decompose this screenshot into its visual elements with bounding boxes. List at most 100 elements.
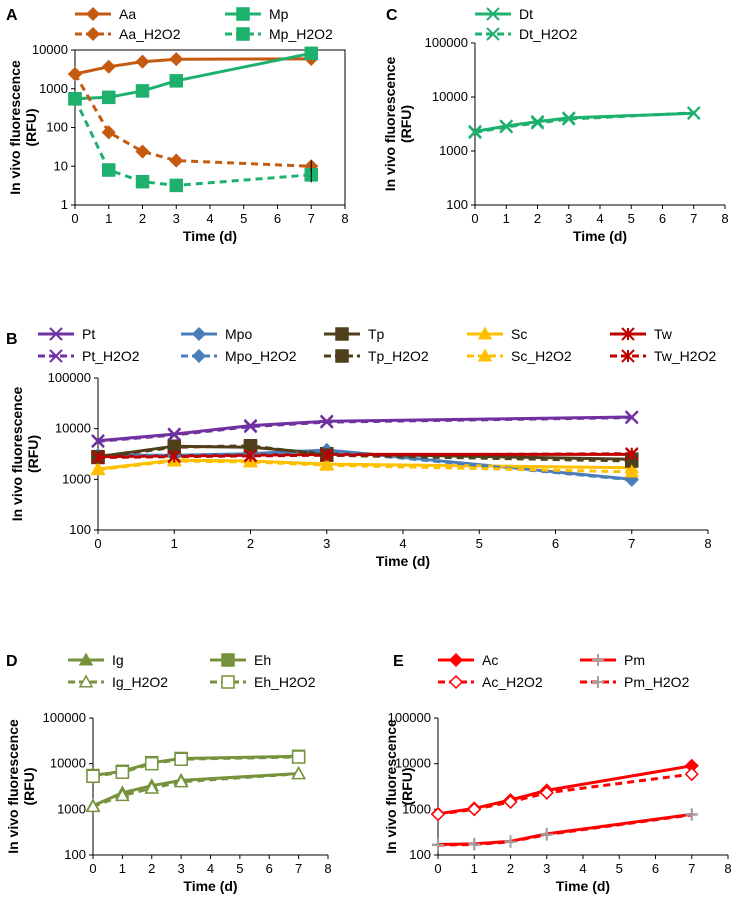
x-tick-label: 7 [295,861,302,876]
x-tick-label: 5 [236,861,243,876]
x-tick-label: 7 [628,536,635,551]
y-tick-label: 1 [61,197,68,212]
series-tw-h2o2 [91,447,639,465]
x-tick-label: 0 [434,861,441,876]
legend-label: Tp [368,326,385,342]
x-tick-label: 7 [688,861,695,876]
panel-c: C 100 1000 10000 100000 0 1 2 3 4 5 6 7 8 Time (d) In v… [382,6,729,244]
x-tick-label: 3 [173,211,180,226]
series-eh-h2o2 [86,750,306,784]
series-mp-h2o2 [68,92,318,193]
x-tick-label: 5 [616,861,623,876]
data-point [135,54,150,69]
legend-label: Mp [269,6,289,22]
legend-label: Mp_H2O2 [269,26,333,42]
y-tick-label: 1000 [439,143,468,158]
x-tick-label: 8 [704,536,711,551]
y-axis-label-line1: In vivo fluorescence [382,56,398,191]
data-point [135,174,150,189]
series-mp [68,46,318,106]
data-point [102,90,116,105]
data-point [684,767,699,782]
legend-label: Ig_H2O2 [112,674,168,690]
data-point [624,464,640,478]
legend-marker [85,26,101,42]
x-tick-label: 4 [207,861,214,876]
x-tick-label: 7 [308,211,315,226]
x-tick-label: 5 [628,211,635,226]
panel-b: B 100 1000 10000 100000 0 1 2 3 4 5 6 7 8 Time (d) In v… [6,326,716,569]
data-point [530,116,545,130]
data-point [135,144,150,159]
legend-label: Sc_H2O2 [511,348,572,364]
panel-label: C [386,7,398,24]
data-point [169,153,184,168]
y-tick-label: 10000 [50,756,86,771]
y-tick-label: 10000 [32,42,68,57]
y-axis-label-line1: In vivo fluorescence [383,719,399,854]
x-tick-label: 6 [552,536,559,551]
y-tick-label: 10000 [395,756,431,771]
y-tick-label: 1000 [39,81,68,96]
legend-marker [221,675,235,689]
x-tick-label: 6 [266,861,273,876]
x-tick-label: 4 [579,861,586,876]
data-point [468,125,482,140]
x-tick-label: 0 [89,861,96,876]
y-tick-label: 100 [446,197,468,212]
data-point [291,750,306,764]
y-axis-label: In vivo fluorescence(RFU) [5,719,37,854]
data-point [687,106,701,120]
data-point [291,766,306,780]
y-tick-label: 10000 [432,89,468,104]
data-point [503,794,518,810]
y-axis-label: In vivo fluorescence(RFU) [7,60,39,195]
legend-label: Sc [511,326,527,342]
x-axis-label: Time (d) [183,878,237,894]
x-tick-label: 3 [178,861,185,876]
x-tick-label: 4 [596,211,603,226]
legend: Pt Mpo Tp Sc Tw Pt_H2O2 Mpo_H2O2 Tp_H2O2 Sc_H2O2… [38,326,716,364]
legend-marker [335,349,349,363]
data-point [169,74,183,88]
y-axis-label-line1: In vivo fluorescence [7,60,23,195]
data-point [115,765,130,779]
x-tick-label: 4 [399,536,406,551]
series-line [73,73,312,168]
series-ac-h2o2 [430,767,699,822]
legend-marker [78,674,94,688]
legend-label: Tp_H2O2 [368,348,429,364]
legend-label: Ac [482,652,498,668]
series-pt-h2o2 [91,410,639,449]
x-tick-label: 0 [71,211,78,226]
y-axis-label-line2: (RFU) [399,767,415,805]
x-tick-label: 6 [659,211,666,226]
x-tick-label: 8 [324,861,331,876]
legend-marker [49,327,63,341]
legend-label: Ac_H2O2 [482,674,543,690]
x-axis-label: Time (d) [556,878,610,894]
data-point [91,434,105,449]
legend-marker [191,326,207,342]
series-ig-h2o2 [85,766,306,813]
legend-label: Pt_H2O2 [82,348,140,364]
y-axis-label-line2: (RFU) [23,108,39,146]
y-tick-label: 100 [69,522,91,537]
legend-label: Mpo [225,326,252,342]
data-point [320,415,334,429]
y-axis-label-line2: (RFU) [398,105,414,143]
y-axis-label-line2: (RFU) [21,767,37,805]
y-axis-label-line1: In vivo fluorescence [9,386,25,521]
legend-label: Dt [519,6,533,22]
data-point [320,448,334,462]
legend-label: Eh_H2O2 [254,674,316,690]
data-point [144,780,160,794]
data-point [67,66,83,82]
legend-label: Dt_H2O2 [519,26,578,42]
data-point [167,428,181,442]
data-point [304,46,318,61]
legend-marker [592,654,604,666]
legend-marker [78,652,94,666]
x-tick-label: 2 [148,861,155,876]
y-tick-label: 100 [409,847,431,862]
